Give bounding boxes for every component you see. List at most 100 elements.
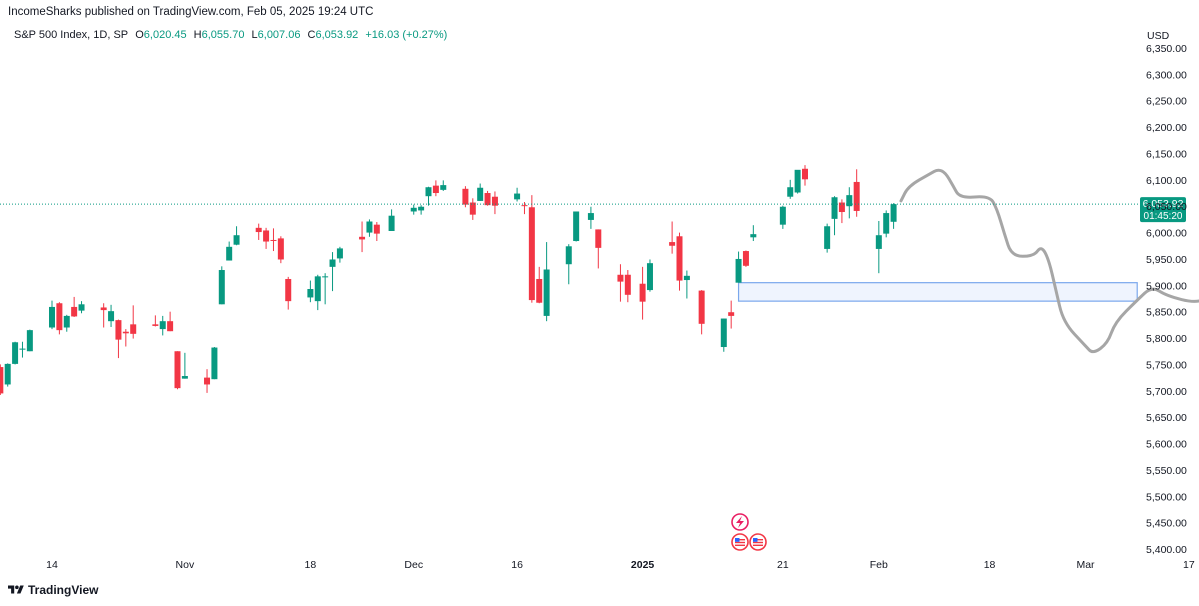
candle[interactable] <box>698 290 705 335</box>
candle-body <box>4 363 11 385</box>
time-tick-label: 18 <box>305 559 317 571</box>
candle[interactable] <box>255 223 262 240</box>
candle[interactable] <box>388 209 395 231</box>
lightning-event-icon[interactable] <box>731 513 749 531</box>
candle-body <box>307 289 314 298</box>
candle[interactable] <box>587 206 594 229</box>
candle[interactable] <box>779 205 786 229</box>
candle[interactable] <box>676 232 683 291</box>
candle[interactable] <box>543 242 550 322</box>
candle[interactable] <box>26 329 33 352</box>
candle[interactable] <box>514 187 521 202</box>
candle[interactable] <box>12 341 19 365</box>
candle[interactable] <box>307 280 314 303</box>
candle[interactable] <box>218 266 225 305</box>
candle[interactable] <box>639 266 646 320</box>
candle[interactable] <box>890 203 897 229</box>
candle-body <box>336 248 343 259</box>
candle[interactable] <box>425 186 432 206</box>
us-flag-event-icon[interactable] <box>749 533 767 551</box>
candle[interactable] <box>720 318 727 352</box>
candle[interactable] <box>742 250 749 267</box>
candle[interactable] <box>477 183 484 201</box>
candle[interactable] <box>152 315 159 327</box>
candle[interactable] <box>440 180 447 191</box>
candle[interactable] <box>329 252 336 292</box>
candle[interactable] <box>824 223 831 253</box>
candle[interactable] <box>735 251 742 283</box>
candle[interactable] <box>432 180 439 197</box>
candle[interactable] <box>853 169 860 217</box>
candle[interactable] <box>181 352 188 379</box>
candle[interactable] <box>469 198 476 220</box>
candle[interactable] <box>211 347 218 380</box>
candle[interactable] <box>883 210 890 238</box>
candle[interactable] <box>491 191 498 215</box>
candle[interactable] <box>174 351 181 390</box>
candle[interactable] <box>56 302 63 335</box>
candle[interactable] <box>624 270 631 303</box>
candle[interactable] <box>573 211 580 242</box>
candle[interactable] <box>359 221 366 253</box>
candle[interactable] <box>19 341 26 358</box>
candle[interactable] <box>100 303 107 328</box>
candle-body <box>528 207 535 301</box>
candle[interactable] <box>233 226 240 246</box>
candle[interactable] <box>373 222 380 242</box>
us-flag-event-icon[interactable] <box>731 533 749 551</box>
candle[interactable] <box>130 305 137 339</box>
candle-body <box>735 258 742 283</box>
candle[interactable] <box>270 228 277 252</box>
candle[interactable] <box>285 276 292 310</box>
price-tick-label: 5,750.00 <box>1146 359 1187 371</box>
candle[interactable] <box>838 199 845 224</box>
last-price-label: 6,053.92 <box>1143 198 1184 210</box>
price-axis: 5,400.00 5,450.00 5,500.00 5,550.00 5,600.00… <box>1146 43 1187 556</box>
candle[interactable] <box>484 190 491 206</box>
candle[interactable] <box>750 225 757 242</box>
candle[interactable] <box>646 259 653 292</box>
candle[interactable] <box>226 241 233 261</box>
candle[interactable] <box>410 204 417 215</box>
candle[interactable] <box>322 273 329 305</box>
candle[interactable] <box>831 196 838 236</box>
candle[interactable] <box>71 296 78 317</box>
candle[interactable] <box>4 363 11 387</box>
candle[interactable] <box>167 311 174 332</box>
candle[interactable] <box>802 165 808 186</box>
candle[interactable] <box>204 369 211 393</box>
candle[interactable] <box>669 221 676 254</box>
candle[interactable] <box>794 169 801 194</box>
candle[interactable] <box>683 270 690 299</box>
candle[interactable] <box>617 264 624 302</box>
candle[interactable] <box>263 227 270 249</box>
candle[interactable] <box>536 266 543 304</box>
candle[interactable] <box>78 301 85 314</box>
candle[interactable] <box>159 315 166 336</box>
candle[interactable] <box>565 244 572 285</box>
candle[interactable] <box>115 319 122 359</box>
candle[interactable] <box>528 195 535 303</box>
candle[interactable] <box>336 246 343 263</box>
candle[interactable] <box>108 304 115 327</box>
tradingview-logo[interactable]: TradingView <box>8 583 98 597</box>
candle[interactable] <box>787 179 794 199</box>
candle[interactable] <box>595 229 602 269</box>
candle[interactable] <box>277 236 284 264</box>
candle[interactable] <box>521 201 528 215</box>
candle[interactable] <box>846 187 853 219</box>
support-zone-box[interactable] <box>737 282 1138 302</box>
candle[interactable] <box>875 220 882 274</box>
candle[interactable] <box>49 300 55 330</box>
candle[interactable] <box>728 300 735 329</box>
price-tick-label: 6,050.00 <box>1146 201 1187 213</box>
candle[interactable] <box>122 329 129 347</box>
projection-path[interactable] <box>899 138 1199 354</box>
support-zone-layer <box>737 282 1138 302</box>
candle[interactable] <box>418 205 425 215</box>
candle[interactable] <box>0 364 4 396</box>
candle[interactable] <box>366 219 373 237</box>
candle[interactable] <box>63 314 70 332</box>
candle[interactable] <box>314 274 321 311</box>
